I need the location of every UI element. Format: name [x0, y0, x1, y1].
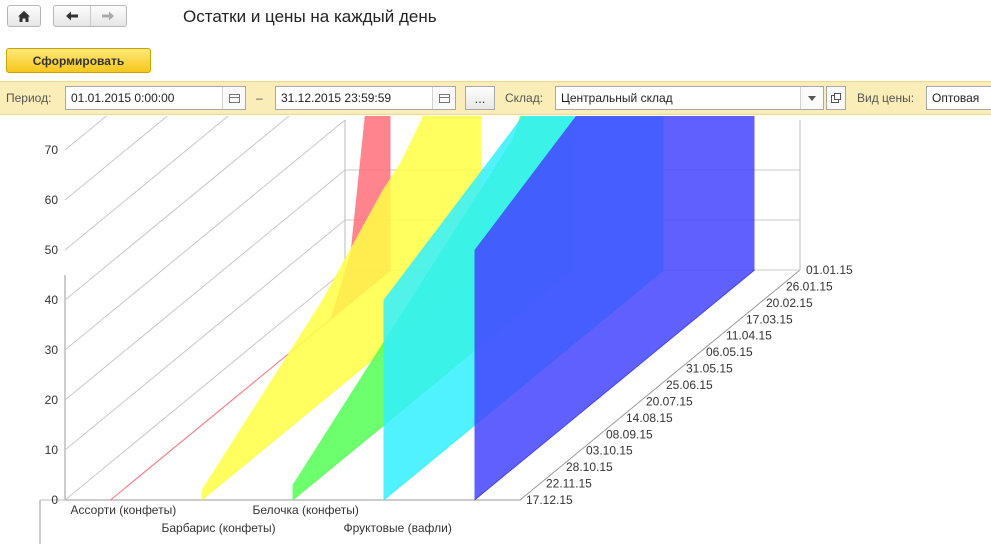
period-end-field[interactable]: 31.12.2015 23:59:59: [275, 86, 456, 110]
y-gridline: [64, 219, 346, 451]
y-tick-label: 20: [45, 393, 59, 407]
date-tick-label: 14.08.15: [626, 411, 673, 425]
price-type-label: Вид цены:: [857, 91, 915, 105]
warehouse-value: Центральный склад: [561, 91, 673, 105]
y-tick-label: 0: [51, 493, 58, 507]
open-link-icon: [831, 93, 841, 103]
period-end-value: 31.12.2015 23:59:59: [281, 91, 392, 105]
history-nav: [53, 5, 127, 27]
arrow-right-icon: [102, 11, 115, 21]
period-start-value: 01.01.2015 0:00:00: [71, 91, 175, 105]
date-tick-label: 25.06.15: [666, 378, 713, 392]
date-tick-label: 17.12.15: [526, 493, 573, 507]
calendar-start-button[interactable]: [222, 87, 245, 109]
y-tick-label: 40: [45, 293, 59, 307]
y-tick-label: 30: [45, 343, 59, 357]
series-area-2: [201, 116, 482, 500]
period-dash: –: [256, 91, 263, 105]
home-icon: [18, 10, 30, 22]
y-gridline: [64, 116, 169, 201]
date-tick-label: 01.01.15: [806, 263, 853, 277]
warehouse-field[interactable]: Центральный склад: [555, 86, 824, 110]
date-tick-label: 03.10.15: [586, 444, 633, 458]
arrow-left-icon: [65, 11, 78, 21]
calendar-icon: [228, 93, 240, 103]
date-tick-label: 22.11.15: [546, 477, 592, 491]
forward-button[interactable]: [89, 6, 127, 26]
series-area-5: [474, 116, 755, 500]
category-label: Барбарис (конфеты): [162, 521, 276, 535]
report-params-bar: Период: 01.01.2015 0:00:00 – 31.12.2015 …: [0, 81, 991, 115]
category-label: Ассорти (конфеты): [71, 503, 177, 517]
y-gridline: [64, 116, 229, 251]
page-title: Остатки и цены на каждый день: [183, 7, 437, 26]
y-tick-label: 50: [45, 243, 59, 257]
date-tick-label: 11.04.15: [726, 329, 772, 343]
period-start-field[interactable]: 01.01.2015 0:00:00: [65, 86, 246, 110]
y-gridline: [64, 169, 346, 401]
y-tick-label: 60: [45, 193, 59, 207]
depth-axis-line: [519, 269, 801, 501]
open-warehouse-button[interactable]: [826, 86, 846, 110]
chevron-down-icon: [808, 95, 816, 101]
y-gridline: [64, 269, 346, 501]
top-toolbar: Остатки и цены на каждый день: [0, 0, 991, 40]
y-gridline: [64, 116, 108, 151]
price-type-field[interactable]: Оптовая: [926, 86, 991, 110]
y-tick-label: 10: [45, 443, 59, 457]
date-tick-label: 06.05.15: [706, 345, 753, 359]
date-tick-label: 31.05.15: [686, 362, 733, 376]
category-label: Белочка (конфеты): [253, 503, 359, 517]
date-tick-label: 17.03.15: [746, 312, 793, 326]
home-button[interactable]: [7, 5, 41, 27]
category-label: Фруктовые (вафли): [344, 521, 452, 535]
y-gridline: [64, 119, 346, 351]
back-button[interactable]: [54, 6, 90, 26]
date-tick-label: 28.10.15: [566, 460, 613, 474]
y-tick-label: 70: [45, 143, 59, 157]
calendar-icon: [438, 93, 450, 103]
date-tick-label: 26.01.15: [786, 279, 833, 293]
date-tick-label: 08.09.15: [606, 427, 653, 441]
series-baseline-5: [474, 269, 755, 501]
generate-button[interactable]: Сформировать: [6, 48, 151, 73]
stock-chart: 0102030405060708090Ассорти (конфеты)Барб…: [39, 116, 853, 544]
date-tick-label: 20.02.15: [766, 296, 813, 310]
warehouse-label: Склад:: [505, 91, 544, 105]
period-label: Период:: [6, 91, 52, 105]
select-period-button[interactable]: ...: [465, 86, 495, 110]
price-type-value: Оптовая: [932, 91, 980, 105]
warehouse-dropdown-button[interactable]: [800, 87, 823, 109]
calendar-end-button[interactable]: [432, 87, 455, 109]
y-gridline: [64, 116, 290, 301]
date-tick-label: 20.07.15: [646, 394, 693, 408]
